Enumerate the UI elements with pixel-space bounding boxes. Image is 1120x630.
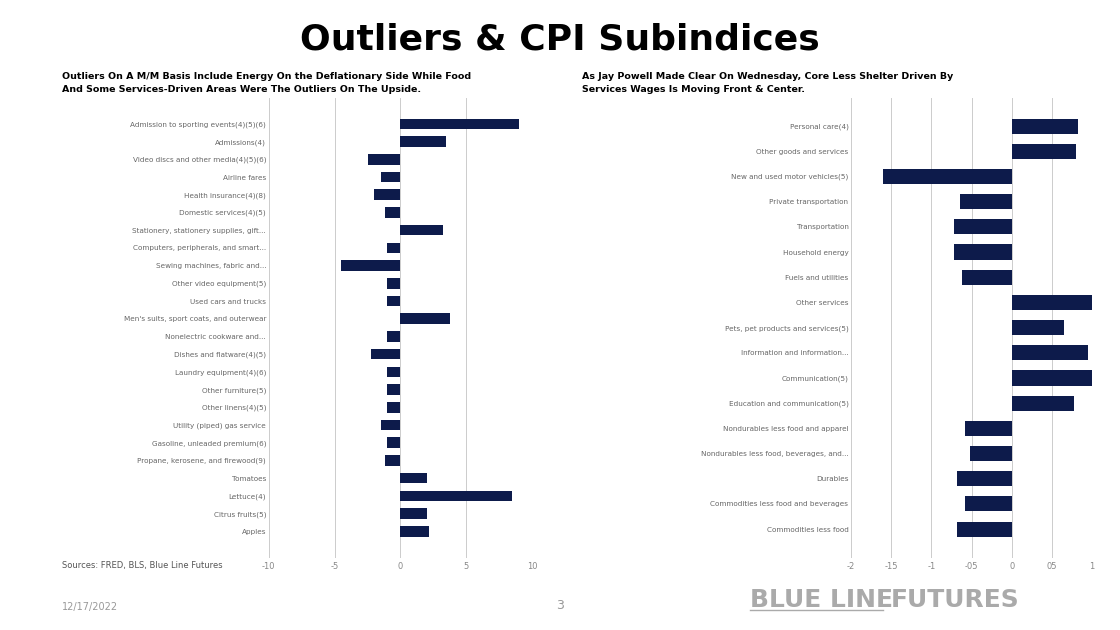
Bar [401, 491, 512, 501]
Text: As Jay Powell Made Clear On Wednesday, Core Less Shelter Driven By
Services Wage: As Jay Powell Made Clear On Wednesday, C… [582, 72, 953, 94]
Bar [381, 172, 401, 182]
Text: Sources: FRED, BLS, Blue Line Futures: Sources: FRED, BLS, Blue Line Futures [62, 561, 222, 570]
Bar [960, 194, 1011, 209]
Bar [1011, 370, 1092, 386]
Bar [1011, 144, 1076, 159]
Bar [388, 278, 401, 289]
Text: 12/17/2022: 12/17/2022 [62, 602, 118, 612]
Bar [401, 118, 519, 129]
Bar [381, 420, 401, 430]
Bar [374, 190, 401, 200]
Bar [388, 437, 401, 448]
Bar [1011, 320, 1064, 335]
Text: BLUE LINE: BLUE LINE [750, 588, 894, 612]
Bar [388, 331, 401, 341]
Text: Outliers & CPI Subindices: Outliers & CPI Subindices [300, 22, 820, 56]
Bar [962, 270, 1011, 285]
Bar [388, 243, 401, 253]
Bar [1011, 345, 1088, 360]
Bar [1011, 118, 1077, 134]
Bar [401, 473, 427, 483]
Bar [965, 496, 1011, 512]
Bar [388, 384, 401, 395]
Bar [965, 421, 1011, 436]
Bar [970, 446, 1011, 461]
Text: 3: 3 [556, 599, 564, 612]
Bar [342, 260, 401, 271]
Bar [372, 349, 401, 360]
Bar [401, 136, 447, 147]
Bar [958, 522, 1011, 537]
Bar [388, 367, 401, 377]
Bar [958, 471, 1011, 486]
Bar [954, 219, 1011, 234]
Bar [1011, 295, 1093, 310]
Text: Outliers On A M/M Basis Include Energy On the Deflationary Side While Food
And S: Outliers On A M/M Basis Include Energy O… [62, 72, 470, 94]
Text: FUTURES: FUTURES [890, 588, 1019, 612]
Bar [388, 295, 401, 306]
Bar [884, 169, 1011, 184]
Bar [954, 244, 1011, 260]
Bar [384, 455, 401, 466]
Bar [1011, 396, 1074, 411]
Bar [388, 402, 401, 413]
Bar [384, 207, 401, 218]
Bar [367, 154, 401, 164]
Bar [401, 508, 427, 519]
Bar [401, 526, 429, 537]
Bar [401, 225, 442, 236]
Bar [401, 314, 450, 324]
